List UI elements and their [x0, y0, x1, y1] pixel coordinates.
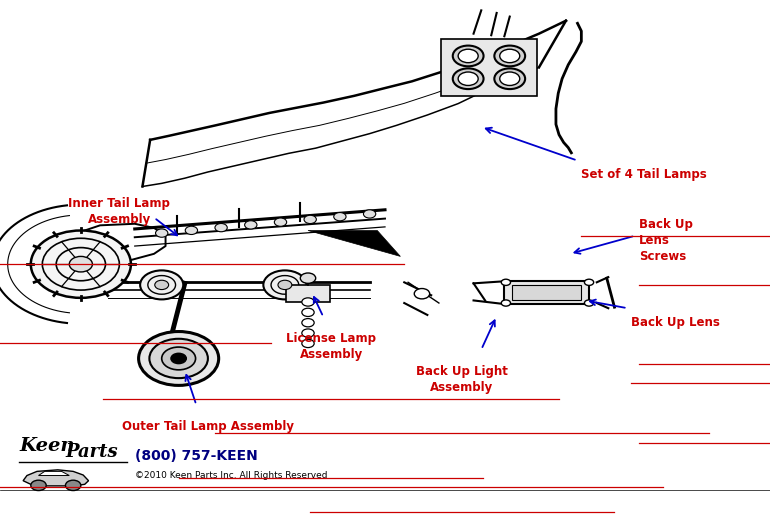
Circle shape	[162, 347, 196, 370]
Circle shape	[500, 72, 520, 85]
Circle shape	[274, 218, 286, 226]
Circle shape	[333, 212, 346, 221]
Circle shape	[501, 300, 511, 306]
Circle shape	[453, 46, 484, 66]
Text: Inner Tail Lamp
Assembly: Inner Tail Lamp Assembly	[69, 197, 170, 226]
Circle shape	[363, 210, 376, 218]
Circle shape	[494, 68, 525, 89]
Circle shape	[584, 279, 594, 285]
Circle shape	[31, 480, 46, 491]
Circle shape	[278, 280, 292, 290]
Circle shape	[302, 329, 314, 337]
Circle shape	[171, 353, 186, 364]
Circle shape	[300, 273, 316, 283]
Circle shape	[140, 270, 183, 299]
Circle shape	[302, 308, 314, 316]
Circle shape	[584, 300, 594, 306]
Circle shape	[302, 298, 314, 306]
Text: Set of 4 Tail Lamps: Set of 4 Tail Lamps	[581, 168, 707, 181]
FancyBboxPatch shape	[504, 281, 589, 304]
Circle shape	[149, 339, 208, 378]
Circle shape	[155, 280, 169, 290]
Circle shape	[453, 68, 484, 89]
Circle shape	[215, 223, 227, 232]
Circle shape	[31, 231, 131, 298]
Circle shape	[186, 226, 198, 235]
Text: License Lamp
Assembly: License Lamp Assembly	[286, 332, 376, 361]
Text: Outer Tail Lamp Assembly: Outer Tail Lamp Assembly	[122, 420, 294, 433]
Circle shape	[302, 319, 314, 327]
Text: Back Up
Lens
Screws: Back Up Lens Screws	[639, 218, 693, 263]
Circle shape	[414, 289, 430, 299]
Circle shape	[65, 480, 81, 491]
Circle shape	[69, 256, 92, 272]
Text: Back Up Light
Assembly: Back Up Light Assembly	[416, 365, 508, 394]
Text: (800) 757-KEEN: (800) 757-KEEN	[135, 449, 257, 463]
Circle shape	[139, 332, 219, 385]
Circle shape	[245, 221, 257, 229]
Text: ©2010 Keen Parts Inc. All Rights Reserved: ©2010 Keen Parts Inc. All Rights Reserve…	[135, 470, 327, 480]
Polygon shape	[308, 231, 400, 256]
Circle shape	[304, 215, 316, 224]
Circle shape	[263, 270, 306, 299]
Circle shape	[302, 339, 314, 348]
FancyBboxPatch shape	[512, 285, 581, 300]
Text: Parts: Parts	[65, 443, 118, 461]
Polygon shape	[38, 471, 69, 476]
Polygon shape	[23, 470, 89, 486]
Circle shape	[494, 46, 525, 66]
Polygon shape	[441, 39, 537, 96]
Circle shape	[501, 279, 511, 285]
Text: Back Up Lens: Back Up Lens	[631, 316, 720, 329]
Polygon shape	[286, 285, 330, 302]
Circle shape	[500, 49, 520, 63]
Circle shape	[458, 49, 478, 63]
Circle shape	[156, 229, 168, 237]
Text: Keen: Keen	[19, 437, 75, 455]
Circle shape	[458, 72, 478, 85]
